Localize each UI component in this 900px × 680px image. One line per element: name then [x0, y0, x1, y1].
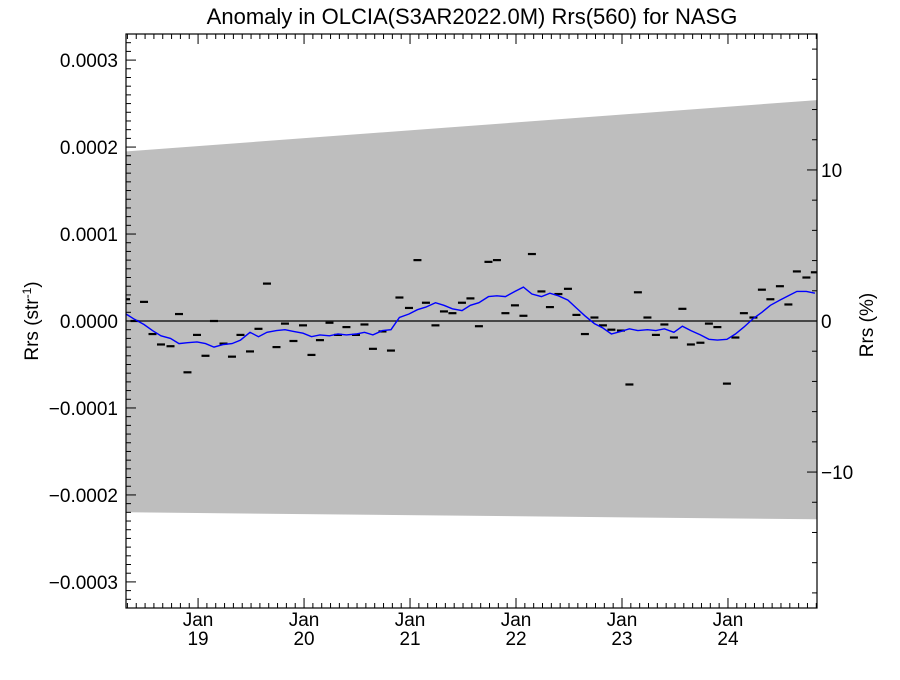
x-tick-label-year: 24 — [717, 629, 739, 650]
y-axis-label-left-text: Rrs (str — [22, 298, 43, 361]
y-tick-label: 0.0002 — [60, 138, 118, 159]
y-axis-label-left: Rrs (str-1) — [20, 281, 43, 360]
axes: 0.0003 0.0002 0.0001 0.0000 −0.0001 −0.0002 −0… — [49, 33, 853, 650]
x-tick-label-month: Jan — [607, 610, 638, 631]
x-tick-label-month: Jan — [713, 610, 744, 631]
x-tick-label-month: Jan — [501, 610, 532, 631]
y-tick-label: 0.0000 — [60, 312, 118, 333]
y-axis-label-left-superscript: -1 — [20, 287, 34, 298]
x-tick-label-month: Jan — [183, 610, 214, 631]
x-tick-label-month: Jan — [289, 610, 320, 631]
plot-content — [126, 100, 817, 520]
y2-tick-label: −10 — [821, 463, 853, 484]
x-tick-label-year: 22 — [505, 629, 526, 650]
plot-area — [126, 100, 817, 520]
x-tick-label-year: 19 — [187, 629, 208, 650]
y2-tick-label: 10 — [821, 161, 842, 182]
y-tick-label: −0.0003 — [49, 573, 118, 594]
x-tick-label-year: 20 — [293, 629, 314, 650]
x-tick-label-year: 23 — [611, 629, 632, 650]
y-tick-label: −0.0001 — [49, 399, 118, 420]
x-tick-label-month: Jan — [395, 610, 426, 631]
series-1-line — [126, 286, 816, 348]
y-axis-label-left-close: ) — [22, 281, 43, 287]
y2-tick-label: 0 — [821, 312, 832, 333]
y-tick-label: 0.0001 — [60, 225, 118, 246]
y-tick-label: −0.0002 — [49, 486, 118, 507]
y-axis-label-right: Rrs (%) — [857, 293, 878, 357]
x-tick-label-year: 21 — [399, 629, 420, 650]
uncertainty-band — [126, 100, 817, 520]
y-tick-label: 0.0003 — [60, 51, 118, 72]
chart-title: Anomaly in OLCIA(S3AR2022.0M) Rrs(560) f… — [207, 4, 738, 29]
